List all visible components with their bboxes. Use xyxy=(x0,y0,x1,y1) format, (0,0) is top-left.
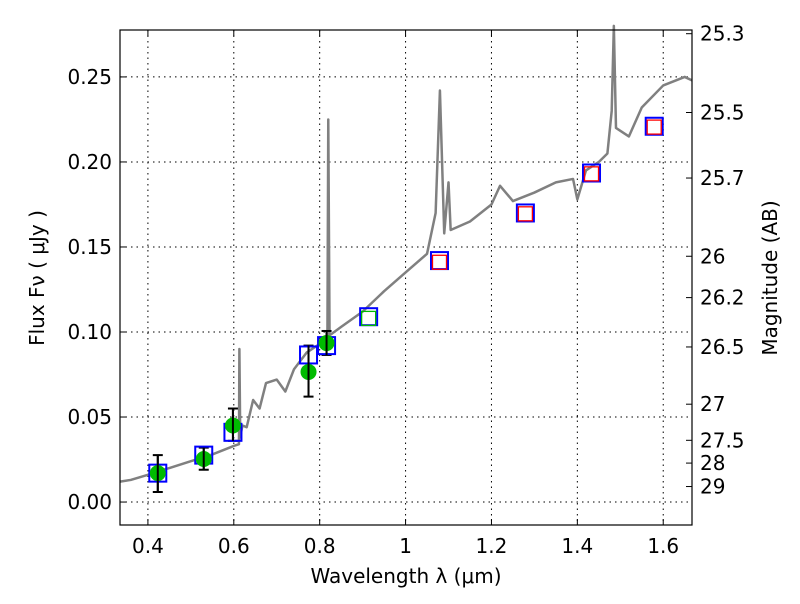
y-tick-label: 0.25 xyxy=(67,65,112,89)
model-square xyxy=(429,251,449,271)
x-tick-label: 0.6 xyxy=(218,534,250,558)
inner-square xyxy=(583,166,600,182)
inner-square xyxy=(360,310,377,327)
x-axis-label: Wavelength λ (μm) xyxy=(310,564,501,588)
mag-tick-label: 26 xyxy=(700,244,725,268)
mag-tick-label: 29 xyxy=(700,475,725,499)
mag-tick-label: 25.5 xyxy=(700,100,745,124)
y-tick-label: 0.20 xyxy=(67,150,112,174)
y-axis-right-label: Magnitude (AB) xyxy=(758,200,782,355)
mag-tick-label: 26.5 xyxy=(700,335,745,359)
x-tick-label: 0.8 xyxy=(304,534,336,558)
ticks: 0.4 0.6 0.8 1 1.2 1.4 1.6 0.00 0.05 0.10 0.15 0.20 0… xyxy=(67,22,744,558)
inner-square xyxy=(517,206,534,222)
y-axis-label: Flux Fν ( μJy ) xyxy=(25,210,49,346)
mag-tick-label: 27.5 xyxy=(700,428,745,452)
marks-layer xyxy=(148,116,664,494)
x-tick-label: 1.2 xyxy=(476,534,508,558)
x-tick-label: 1.6 xyxy=(647,534,679,558)
mag-tick-label: 28 xyxy=(700,451,725,475)
x-tick-label: 1.4 xyxy=(561,534,593,558)
mag-tick-label: 27 xyxy=(700,392,725,416)
grid xyxy=(120,30,692,525)
y-tick-label: 0.05 xyxy=(67,405,112,429)
y-tick-label: 0.10 xyxy=(67,320,112,344)
mag-tick-label: 25.3 xyxy=(700,22,745,46)
x-tick-label: 0.4 xyxy=(132,534,164,558)
spectrum-layer xyxy=(119,24,693,483)
x-tick-label: 1 xyxy=(399,534,412,558)
mag-tick-label: 26.2 xyxy=(700,286,745,310)
spectrum-line xyxy=(119,24,693,483)
y-tick-label: 0.15 xyxy=(67,235,112,259)
y-tick-label: 0.00 xyxy=(67,490,112,514)
mag-tick-label: 25.7 xyxy=(700,166,745,190)
inner-square xyxy=(646,119,662,135)
inner-square xyxy=(431,254,448,270)
